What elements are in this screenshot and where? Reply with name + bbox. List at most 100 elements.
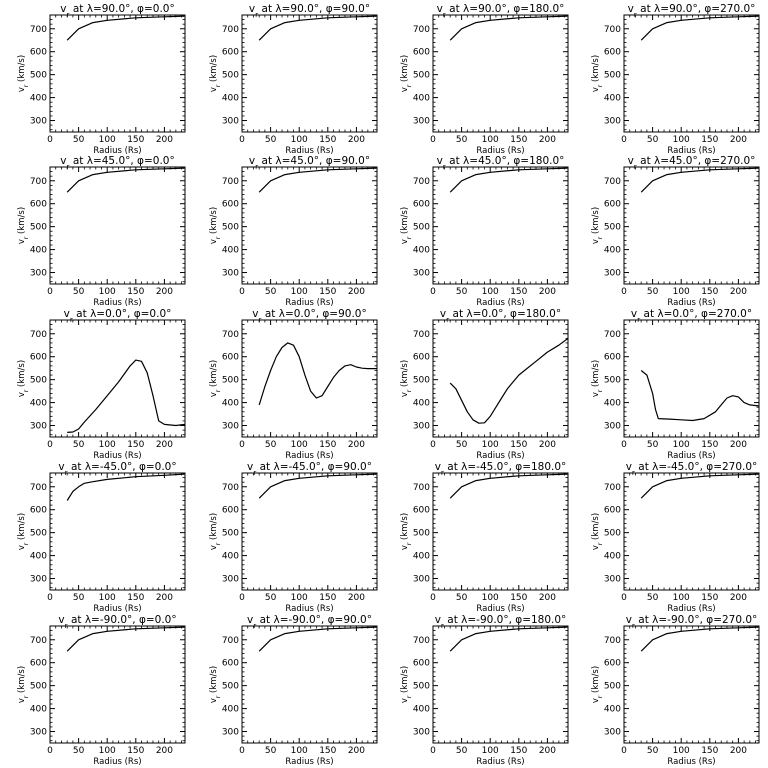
x-tick-label: 200 xyxy=(156,440,173,450)
x-tick-label: 50 xyxy=(73,440,85,450)
x-tick-label: 150 xyxy=(319,440,336,450)
chart-title: vr at λ=-45.0°, φ=90.0° xyxy=(247,461,372,477)
x-tick-label: 50 xyxy=(647,593,659,603)
x-tick-label: 200 xyxy=(539,440,556,450)
x-tick-label: 100 xyxy=(99,287,116,297)
y-tick-label: 700 xyxy=(222,177,239,187)
y-tick-label: 400 xyxy=(222,705,239,715)
x-tick-label: 150 xyxy=(510,440,527,450)
x-tick-label: 50 xyxy=(73,746,85,756)
series-line xyxy=(258,167,377,193)
y-tick-label: 400 xyxy=(30,94,47,104)
x-tick-label: 50 xyxy=(647,135,659,145)
x-tick-label: 100 xyxy=(673,593,690,603)
x-tick-label: 0 xyxy=(239,746,245,756)
y-tick-label: 600 xyxy=(30,48,47,58)
x-axis-label: Radius (Rs) xyxy=(93,146,141,156)
y-tick-label: 500 xyxy=(30,682,47,692)
y-axis-label: vr (km/s) xyxy=(17,666,30,703)
chart-panel: vr at λ=45.0°, φ=90.0° 0 50 100 150 200 300 400… xyxy=(209,155,378,308)
y-axis-label: vr (km/s) xyxy=(591,513,604,550)
y-axis-label: vr (km/s) xyxy=(209,666,222,703)
x-axis-label: Radius (Rs) xyxy=(285,146,333,156)
x-tick-label: 0 xyxy=(239,593,245,603)
y-tick-label: 400 xyxy=(413,705,430,715)
y-axis-label: vr (km/s) xyxy=(17,360,30,397)
y-tick-label: 600 xyxy=(30,200,47,210)
x-axis-label: Radius (Rs) xyxy=(285,604,333,614)
chart-title: vr at λ=45.0°, φ=180.0° xyxy=(437,155,565,171)
x-tick-label: 0 xyxy=(621,746,627,756)
y-tick-label: 500 xyxy=(413,223,430,233)
x-tick-label: 0 xyxy=(47,135,53,145)
y-tick-label: 300 xyxy=(604,728,621,738)
y-tick-label: 300 xyxy=(222,422,239,432)
x-tick-label: 150 xyxy=(510,135,527,145)
chart-panel: vr at λ=-90.0°, φ=180.0° 0 50 100 150 200 300 4… xyxy=(400,614,569,767)
plot-frame xyxy=(49,166,186,285)
x-tick-label: 50 xyxy=(647,746,659,756)
chart-panel: vr at λ=-45.0°, φ=0.0° 0 50 100 150 200 300 400… xyxy=(17,461,186,614)
x-tick-label: 50 xyxy=(456,440,468,450)
y-tick-label: 400 xyxy=(30,552,47,562)
y-tick-label: 500 xyxy=(222,376,239,386)
y-tick-label: 700 xyxy=(604,483,621,493)
plot-frame xyxy=(49,472,186,591)
y-tick-label: 400 xyxy=(604,399,621,409)
y-tick-label: 400 xyxy=(604,552,621,562)
x-axis-label: Radius (Rs) xyxy=(93,451,141,461)
y-tick-label: 500 xyxy=(413,529,430,539)
plot-frame xyxy=(432,625,569,744)
y-tick-label: 600 xyxy=(604,659,621,669)
y-tick-label: 600 xyxy=(222,200,239,210)
y-tick-label: 300 xyxy=(413,575,430,585)
plot-frame xyxy=(49,625,186,744)
y-tick-label: 400 xyxy=(222,552,239,562)
x-tick-label: 0 xyxy=(430,135,436,145)
x-tick-label: 100 xyxy=(673,135,690,145)
series-line xyxy=(66,473,185,501)
x-tick-label: 100 xyxy=(291,746,308,756)
chart-panel: vr at λ=90.0°, φ=90.0° 0 50 100 150 200 300 400… xyxy=(209,3,378,156)
y-tick-label: 300 xyxy=(222,728,239,738)
y-tick-label: 600 xyxy=(604,353,621,363)
y-axis-label: vr (km/s) xyxy=(17,55,30,92)
y-tick-label: 300 xyxy=(222,269,239,279)
x-tick-label: 0 xyxy=(47,746,53,756)
y-tick-label: 300 xyxy=(222,575,239,585)
x-tick-label: 150 xyxy=(701,135,718,145)
y-tick-label: 400 xyxy=(30,399,47,409)
chart-title: vr at λ=-90.0°, φ=90.0° xyxy=(247,614,372,630)
x-tick-label: 150 xyxy=(701,593,718,603)
y-tick-label: 700 xyxy=(222,330,239,340)
plot-frame xyxy=(623,319,760,438)
plot-frame xyxy=(623,625,760,744)
plot-frame xyxy=(432,14,569,133)
x-tick-label: 0 xyxy=(621,440,627,450)
y-axis-label: vr (km/s) xyxy=(591,55,604,92)
x-tick-label: 100 xyxy=(99,593,116,603)
y-tick-label: 500 xyxy=(413,682,430,692)
y-tick-label: 500 xyxy=(30,529,47,539)
x-tick-label: 100 xyxy=(482,593,499,603)
plot-frame xyxy=(241,472,378,591)
series-line xyxy=(449,15,568,41)
y-tick-label: 300 xyxy=(222,117,239,127)
chart-panel: vr at λ=0.0°, φ=270.0° 0 50 100 150 200 300 400… xyxy=(591,308,760,461)
x-axis-label: Radius (Rs) xyxy=(93,757,141,767)
y-axis-label: vr (km/s) xyxy=(209,360,222,397)
y-tick-label: 500 xyxy=(222,71,239,81)
plot-frame xyxy=(623,166,760,285)
y-axis-label: vr (km/s) xyxy=(400,207,413,244)
y-tick-label: 700 xyxy=(222,25,239,35)
chart-panel: vr at λ=90.0°, φ=0.0° 0 50 100 150 200 300 400 5… xyxy=(17,3,186,156)
x-tick-label: 50 xyxy=(647,440,659,450)
y-tick-label: 500 xyxy=(30,376,47,386)
y-tick-label: 300 xyxy=(413,269,430,279)
x-tick-label: 150 xyxy=(510,746,527,756)
chart-panel: vr at λ=-90.0°, φ=90.0° 0 50 100 150 200 300 40… xyxy=(209,614,378,767)
x-tick-label: 100 xyxy=(482,746,499,756)
chart-panel: vr at λ=-45.0°, φ=270.0° 0 50 100 150 200 300 4… xyxy=(591,461,760,614)
x-tick-label: 50 xyxy=(73,287,85,297)
x-tick-label: 100 xyxy=(291,593,308,603)
